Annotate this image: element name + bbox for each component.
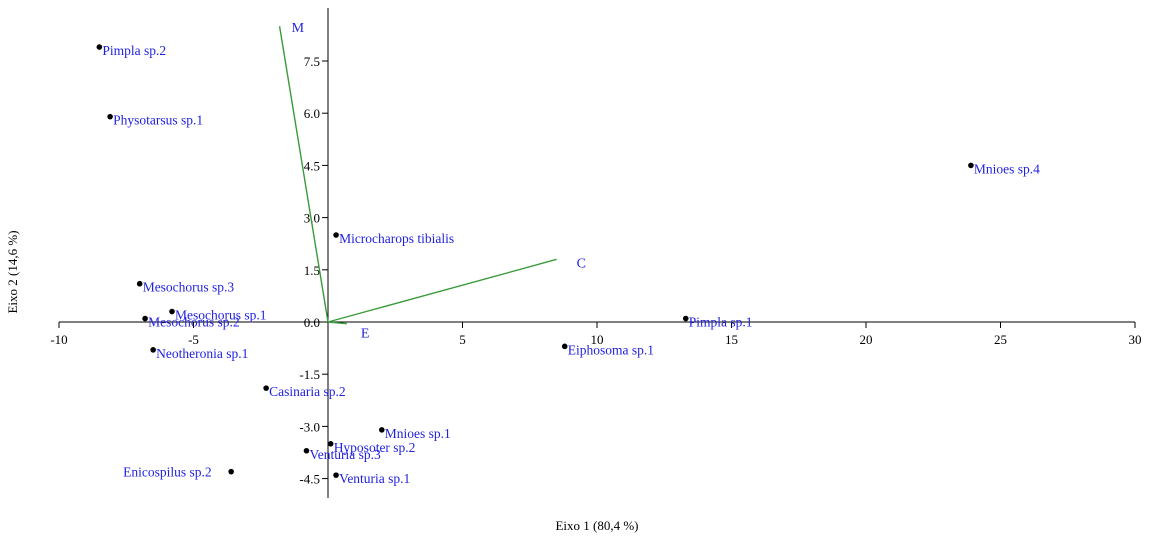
point-mnioes-sp-1 [379,427,385,433]
point-label-pimpla-sp-2: Pimpla sp.2 [102,43,166,58]
y-tick-label: 1.5 [304,263,320,278]
vector-label-e: E [361,327,370,342]
point-mesochorus-sp-3 [136,280,143,287]
point-label-physotarsus-sp-1: Physotarsus sp.1 [113,113,203,128]
x-tick-label: 25 [994,332,1007,347]
point-label-casinaria-sp-2: Casinaria sp.2 [269,384,346,399]
vector-m [278,26,329,323]
y-tick-label: 4.5 [304,158,320,173]
vector-label-m: M [292,21,305,36]
environment-vectors: M C E [278,21,586,342]
point-label-pimpla-sp-1: Pimpla sp.1 [689,315,753,330]
point-pimpla-sp-2 [96,44,103,50]
y-tick-label: 3.0 [304,211,320,226]
point-venturia-sp-3 [303,447,310,454]
y-tick-label: 7.5 [304,54,320,69]
vector-label-c: C [577,256,586,271]
y-tick-label: -4.5 [299,472,320,487]
y-tick-label: -1.5 [299,367,320,382]
x-tick-label: 10 [591,332,604,347]
y-tick-label: -3.0 [299,419,320,434]
point-microcharops-tibialis [333,232,339,238]
point-casinaria-sp-2 [263,385,269,391]
point-enicospilus-sp-2 [228,468,234,475]
x-tick-label: 15 [725,332,738,347]
x-tick-label: 30 [1129,332,1142,347]
x-tick-label: -5 [188,332,199,347]
point-mesochorus-sp-1 [169,308,175,315]
axes: -10 -5 5 10 15 20 25 30 -4.5 -3.0 -1.5 0.0 1.5 3.0 4.5… [50,8,1142,498]
x-axis-title: Eixo 1 (80,4 %) [555,518,638,533]
point-label-microcharops-tibialis: Microcharops tibialis [339,231,454,246]
point-label-enicospilus-sp-2: Enicospilus sp.2 [123,465,212,480]
point-physotarsus-sp-1 [107,113,113,120]
y-axis-title: Eixo 2 (14,6 %) [5,230,20,313]
y-tick-label: 6.0 [304,106,320,121]
point-hyposoter-sp-2 [327,441,334,447]
vector-c [327,258,557,323]
species-points: Pimpla sp.2 Physotarsus sp.1 Mnioes sp.4 Mi… [96,43,1040,486]
point-label-mnioes-sp-1: Mnioes sp.1 [385,426,451,441]
x-tick-label: 5 [459,332,466,347]
x-tick-label: -10 [50,332,67,347]
x-tick-label: 20 [860,332,873,347]
vector-e [327,321,347,325]
point-label-venturia-sp-1: Venturia sp.1 [339,471,410,486]
point-eiphosoma-sp-1 [561,343,568,350]
point-label-venturia-sp-3: Venturia sp.3 [309,447,380,462]
point-label-mesochorus-sp-3: Mesochorus sp.3 [143,280,235,295]
point-mnioes-sp-4 [968,162,974,169]
point-label-neotheronia-sp-1: Neotheronia sp.1 [156,346,248,361]
y-tick-label: 0.0 [304,315,320,330]
point-label-hyposoter-sp-2: Hyposoter sp.2 [334,440,416,455]
point-label-mnioes-sp-4: Mnioes sp.4 [974,161,1040,176]
point-label-eiphosoma-sp-1: Eiphosoma sp.1 [568,342,654,357]
point-venturia-sp-1 [333,472,339,478]
point-label-mesochorus-sp-2: Mesochorus sp.2 [148,315,240,330]
point-mesochorus-sp-2 [142,315,148,322]
point-pimpla-sp-1 [682,315,689,322]
point-label-mesochorus-sp-1: Mesochorus sp.1 [175,308,266,323]
point-neotheronia-sp-1 [150,347,156,353]
